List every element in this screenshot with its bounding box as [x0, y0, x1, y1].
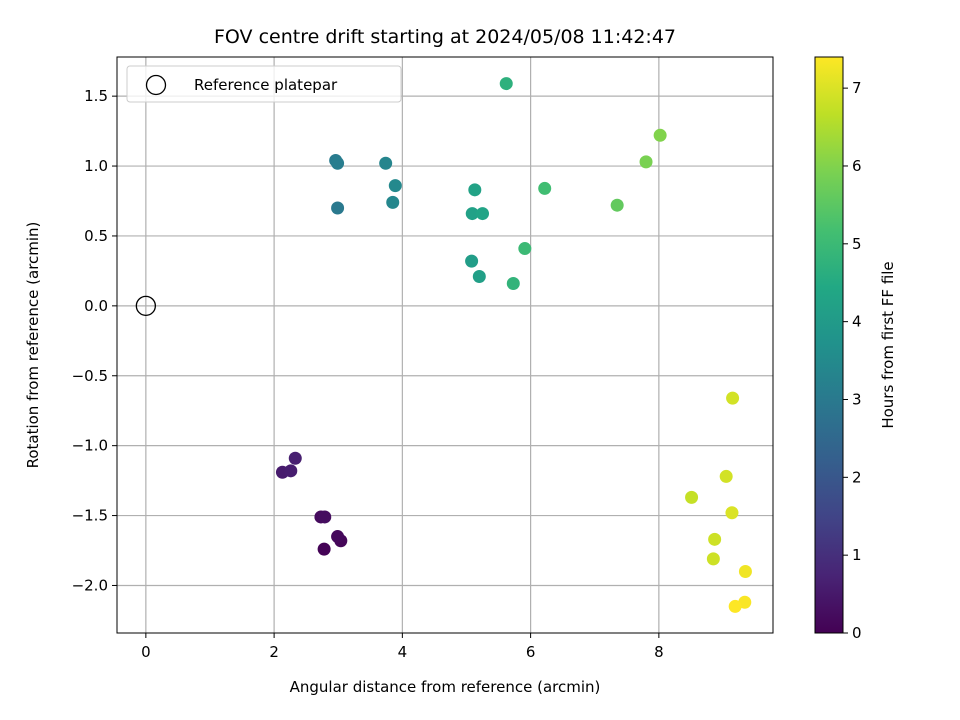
data-point-30: [726, 391, 740, 405]
data-point-2: [331, 530, 345, 544]
data-point-23: [610, 198, 624, 212]
y-tick-label-5: 0.5: [84, 227, 108, 245]
data-point-14: [465, 254, 479, 268]
x-axis-ticks: 0 2 4 6 8: [141, 633, 664, 661]
colorbar-gradient: [815, 57, 843, 633]
data-point-19: [499, 77, 513, 91]
colorbar-tick-label-6: 6: [852, 157, 862, 175]
colorbar-tick-label-3: 3: [852, 390, 862, 408]
data-point-13: [388, 179, 402, 193]
data-point-21: [518, 242, 532, 256]
y-tick-label-2: −1.0: [72, 437, 108, 455]
colorbar-tick-label-1: 1: [852, 546, 862, 564]
data-point-15: [472, 269, 486, 283]
colorbar-tick-label-5: 5: [852, 235, 862, 253]
reference-point-layer: [135, 295, 157, 317]
data-point-31: [725, 506, 739, 520]
data-points: [275, 77, 752, 613]
data-point-8: [331, 201, 345, 215]
data-point-10: [331, 156, 345, 170]
reference-point-marker: [135, 295, 157, 317]
data-point-26: [685, 490, 699, 504]
y-tick-label-1: −1.5: [72, 507, 108, 525]
colorbar-tick-label-7: 7: [852, 79, 862, 97]
data-point-20: [506, 276, 520, 290]
data-point-0: [317, 542, 331, 556]
data-point-7: [288, 451, 302, 465]
y-tick-label-0: −2.0: [72, 576, 108, 594]
legend-marker-open-circle: [145, 74, 167, 96]
data-point-24: [639, 155, 653, 169]
y-tick-label-7: 1.5: [84, 87, 108, 105]
colorbar-frame: [814, 56, 844, 634]
colorbar-tick-label-2: 2: [852, 468, 862, 486]
x-tick-label-1: 2: [269, 643, 279, 661]
data-point-11: [379, 156, 393, 170]
data-point-29: [719, 469, 733, 483]
data-point-18: [476, 207, 490, 221]
x-tick-label-3: 6: [526, 643, 536, 661]
legend-box: [126, 65, 402, 103]
x-axis-label: Angular distance from reference (arcmin): [290, 678, 601, 696]
legend: Reference platepar: [126, 65, 402, 103]
data-point-12: [386, 195, 400, 209]
data-point-28: [708, 532, 722, 546]
data-point-27: [706, 552, 720, 566]
colorbar-label: Hours from first FF file: [879, 261, 897, 428]
colorbar-tick-label-0: 0: [852, 624, 862, 642]
data-point-6: [284, 464, 298, 478]
x-tick-label-2: 4: [398, 643, 408, 661]
data-point-25: [653, 128, 667, 142]
chart-title: FOV centre drift starting at 2024/05/08 …: [214, 26, 676, 48]
data-point-34: [728, 599, 742, 613]
y-axis-ticks: −2.0 −1.5 −1.0 −0.5 0.0 0.5 1.0 1.5: [72, 87, 117, 594]
y-axis-label: Rotation from reference (arcmin): [24, 222, 42, 469]
data-point-22: [538, 181, 552, 195]
legend-entry-reference-platepar: Reference platepar: [194, 76, 338, 94]
y-tick-label-6: 1.0: [84, 157, 108, 175]
colorbar-tick-label-4: 4: [852, 313, 862, 331]
colorbar-ticks: 0 1 2 3 4 5 6 7: [843, 79, 862, 642]
y-tick-label-4: 0.0: [84, 297, 108, 315]
plot-frame: [116, 56, 774, 634]
grid-lines: [117, 57, 773, 633]
data-point-16: [465, 207, 479, 221]
data-point-17: [468, 183, 482, 197]
x-tick-label-4: 8: [654, 643, 664, 661]
data-point-32: [738, 564, 752, 578]
colorbar: 0 1 2 3 4 5 6 7 Hours from first FF file: [814, 56, 897, 642]
data-point-4: [318, 510, 332, 524]
y-tick-label-3: −0.5: [72, 367, 108, 385]
x-tick-label-0: 0: [141, 643, 151, 661]
